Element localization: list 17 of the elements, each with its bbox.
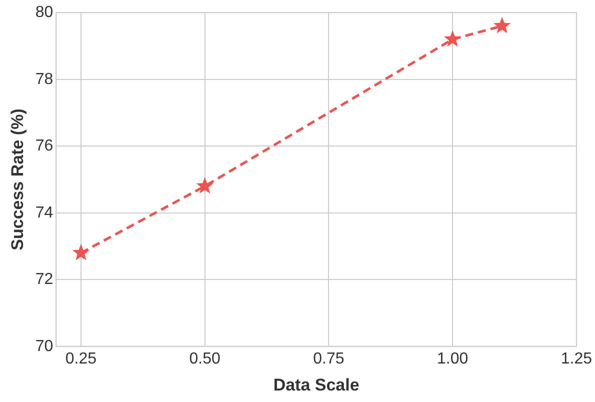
y-axis-title: Success Rate (%) [8,108,27,250]
y-tick-label: 72 [35,271,54,288]
point [196,177,214,194]
point [444,30,462,47]
x-axis-title: Data Scale [273,375,360,394]
y-tick-label: 78 [35,70,54,88]
y-tick-label: 80 [35,4,54,22]
x-tick-label: 0.50 [189,350,221,368]
point [494,16,511,34]
x-tick-label: 1.00 [436,350,468,368]
x-tick-label: 1.25 [560,350,592,368]
y-tick-label: 76 [35,138,54,155]
y-tick-label: 74 [35,204,54,222]
x-tick-label: 0.75 [313,350,344,368]
y-tick-label: 70 [35,338,54,355]
point [72,244,90,260]
x-tick-label: 0.25 [65,350,97,368]
